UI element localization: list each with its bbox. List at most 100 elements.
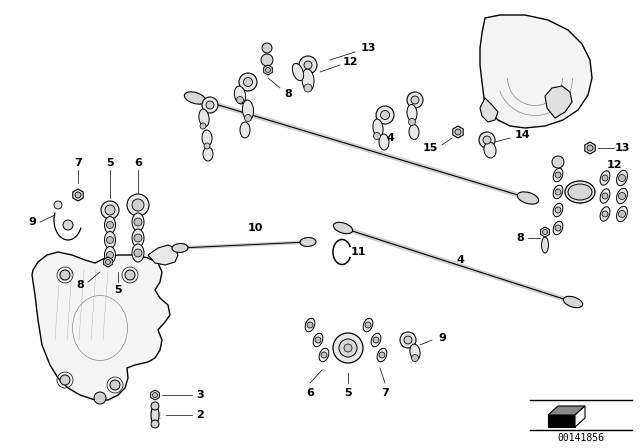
Polygon shape [575,406,585,427]
Circle shape [400,332,416,348]
Circle shape [379,352,385,358]
Text: 3: 3 [196,390,204,400]
Ellipse shape [379,134,389,150]
Circle shape [407,92,423,108]
Circle shape [304,61,312,69]
Ellipse shape [484,142,496,158]
Circle shape [106,237,113,244]
Text: 14: 14 [514,130,530,140]
Circle shape [602,193,608,199]
Circle shape [151,420,159,428]
Circle shape [344,344,352,352]
Ellipse shape [172,244,188,253]
Text: 6: 6 [134,158,142,168]
Polygon shape [548,406,585,415]
Ellipse shape [407,104,417,121]
Circle shape [321,352,327,358]
Text: 13: 13 [360,43,376,53]
Polygon shape [32,252,170,400]
Circle shape [110,380,120,390]
Circle shape [262,43,272,53]
Ellipse shape [300,237,316,246]
Circle shape [299,56,317,74]
Text: 8: 8 [76,280,84,290]
Ellipse shape [132,229,144,247]
Ellipse shape [600,171,610,185]
Ellipse shape [132,244,144,262]
Ellipse shape [517,192,539,204]
Circle shape [365,322,371,328]
Polygon shape [264,65,273,75]
Text: 10: 10 [247,223,262,233]
Ellipse shape [363,318,373,332]
Ellipse shape [563,296,582,308]
Circle shape [555,225,561,231]
Text: 5: 5 [344,388,352,398]
Polygon shape [453,126,463,138]
Circle shape [132,199,144,211]
Circle shape [244,115,252,121]
Circle shape [105,205,115,215]
Circle shape [63,220,73,230]
Circle shape [134,249,142,257]
Ellipse shape [616,188,627,204]
Text: 8: 8 [516,233,524,243]
Text: 7: 7 [381,388,389,398]
Ellipse shape [313,333,323,347]
Text: 5: 5 [106,158,114,168]
Text: 15: 15 [422,143,438,153]
Circle shape [304,84,312,92]
Circle shape [373,337,379,343]
Circle shape [206,101,214,109]
Circle shape [376,106,394,124]
Text: 2: 2 [196,410,204,420]
Circle shape [125,270,135,280]
Circle shape [151,402,159,410]
Ellipse shape [184,92,205,104]
Ellipse shape [600,189,610,203]
Ellipse shape [243,100,253,120]
Circle shape [54,201,62,209]
Ellipse shape [305,318,315,332]
Polygon shape [548,415,575,427]
Ellipse shape [371,333,381,347]
Ellipse shape [373,119,383,137]
Ellipse shape [132,213,144,231]
Circle shape [618,211,625,217]
Text: 12: 12 [606,160,621,170]
Circle shape [602,175,608,181]
Polygon shape [150,390,159,400]
Circle shape [602,211,608,217]
Circle shape [204,143,210,149]
Circle shape [94,392,106,404]
Circle shape [374,133,381,139]
Ellipse shape [240,122,250,138]
Ellipse shape [377,348,387,362]
Ellipse shape [565,181,595,203]
Circle shape [412,354,419,362]
Polygon shape [541,227,549,237]
Text: 6: 6 [306,388,314,398]
Polygon shape [73,189,83,201]
Polygon shape [545,86,572,118]
Circle shape [552,156,564,168]
Circle shape [75,192,81,198]
Circle shape [261,54,273,66]
Ellipse shape [333,222,353,234]
Ellipse shape [553,168,563,182]
Circle shape [455,129,461,135]
Circle shape [339,339,357,357]
Circle shape [381,111,390,120]
Text: 00141856: 00141856 [557,433,605,443]
Ellipse shape [104,232,115,249]
Circle shape [307,322,313,328]
Circle shape [134,234,142,242]
Text: 9: 9 [28,217,36,227]
Polygon shape [585,142,595,154]
Circle shape [479,132,495,148]
Text: 11: 11 [350,247,365,257]
Text: 4: 4 [386,133,394,143]
Circle shape [106,251,113,258]
Circle shape [106,259,111,264]
Circle shape [543,229,547,234]
